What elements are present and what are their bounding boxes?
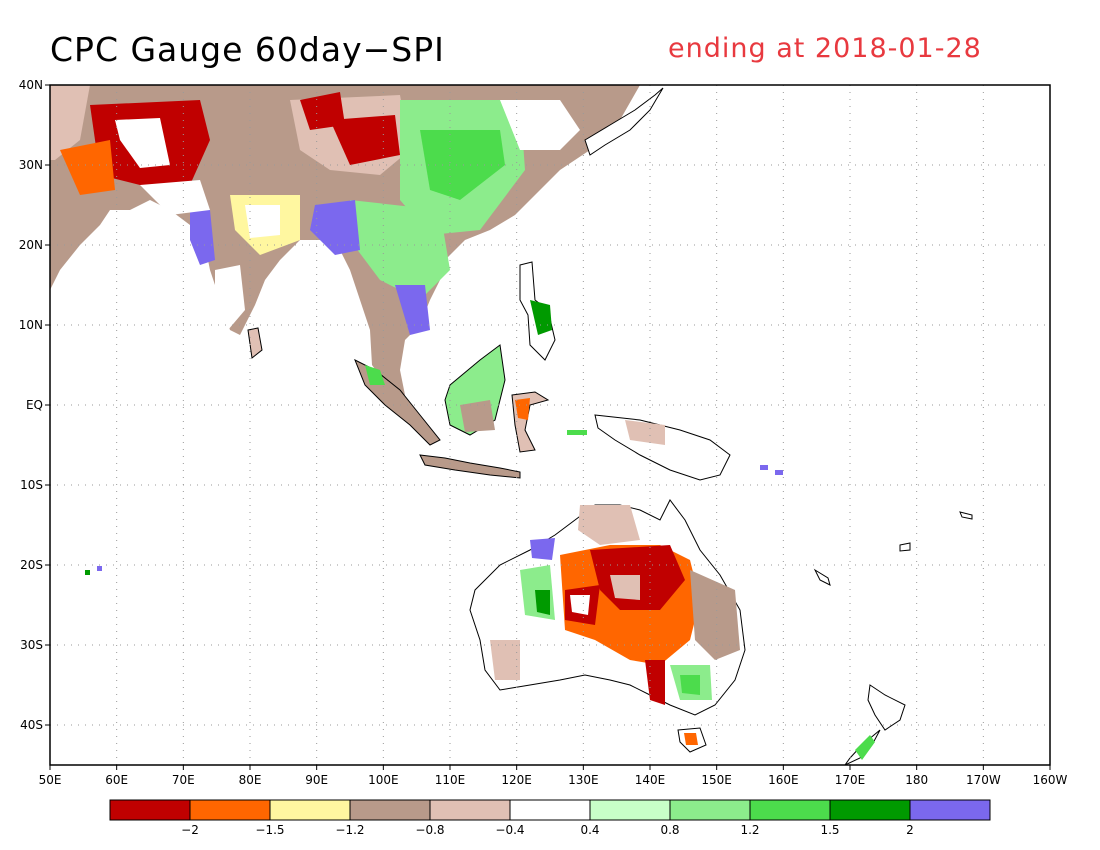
- legend-swatch: [109, 799, 191, 821]
- map-frame: [49, 84, 1051, 766]
- lat-tick-label: 40N: [19, 78, 43, 92]
- legend-swatch: [509, 799, 591, 821]
- lon-tick-label: 170W: [966, 773, 1001, 787]
- lon-tick-label: 170E: [835, 773, 866, 787]
- lon-tick-label: 60E: [105, 773, 128, 787]
- legend-label: 1.5: [820, 823, 839, 837]
- lon-tick-label: 120E: [501, 773, 532, 787]
- grid-lines: [50, 85, 1050, 765]
- legend-swatch: [909, 799, 991, 821]
- legend-swatch: [429, 799, 511, 821]
- lon-tick-label: 140E: [635, 773, 666, 787]
- lon-tick-label: 160W: [1033, 773, 1068, 787]
- color-legend: −2 −1.5 −1.2 −0.8 −0.4 0.4 0.8 1.2 1.5 2: [109, 799, 991, 837]
- lon-tick-label: 100E: [368, 773, 399, 787]
- legend-swatch: [749, 799, 831, 821]
- legend-label: −1.2: [335, 823, 364, 837]
- lat-tick-label: 20N: [19, 238, 43, 252]
- lon-tick-label: 160E: [768, 773, 799, 787]
- legend-swatch: [269, 799, 351, 821]
- legend-label: −0.8: [415, 823, 444, 837]
- date-label: ending at 2018-01-28: [668, 33, 982, 64]
- legend-label: 1.2: [740, 823, 759, 837]
- legend-label: 0.4: [580, 823, 599, 837]
- lat-tick-label: 10N: [19, 318, 43, 332]
- lon-tick-label: 80E: [239, 773, 262, 787]
- lat-tick-label: 40S: [20, 718, 43, 732]
- lat-tick-label: 30N: [19, 158, 43, 172]
- japan-landmass: [584, 87, 664, 156]
- lat-tick-label: 10S: [20, 478, 43, 492]
- legend-swatch: [669, 799, 751, 821]
- lat-tick-label: 20S: [20, 558, 43, 572]
- legend-swatch: [189, 799, 271, 821]
- lon-tick-label: 150E: [701, 773, 732, 787]
- lat-tick-label: 30S: [20, 638, 43, 652]
- legend-label: −2: [181, 823, 199, 837]
- lon-tick-label: 50E: [39, 773, 62, 787]
- legend-label: 0.8: [660, 823, 679, 837]
- legend-label: −0.4: [495, 823, 524, 837]
- legend-label: −1.5: [255, 823, 284, 837]
- legend-label: 2: [906, 823, 914, 837]
- lon-tick-label: 90E: [305, 773, 328, 787]
- lon-tick-label: 110E: [435, 773, 466, 787]
- longitude-labels: 50E 60E 70E 80E 90E 100E 110E 120E 130E 140E 150E 1…: [39, 765, 1068, 787]
- legend-swatch: [349, 799, 431, 821]
- lon-tick-label: 70E: [172, 773, 195, 787]
- land-areas: [50, 85, 973, 765]
- lat-tick-label: EQ: [26, 398, 43, 412]
- lon-tick-label: 130E: [568, 773, 599, 787]
- legend-swatch: [589, 799, 671, 821]
- legend-swatch: [829, 799, 911, 821]
- new-zealand-landmass: [867, 684, 906, 731]
- lon-tick-label: 180: [905, 773, 928, 787]
- map-title: CPC Gauge 60day−SPI: [50, 30, 445, 69]
- latitude-labels: 40N 30N 20N 10N EQ 10S 20S 30S 40S: [19, 78, 50, 732]
